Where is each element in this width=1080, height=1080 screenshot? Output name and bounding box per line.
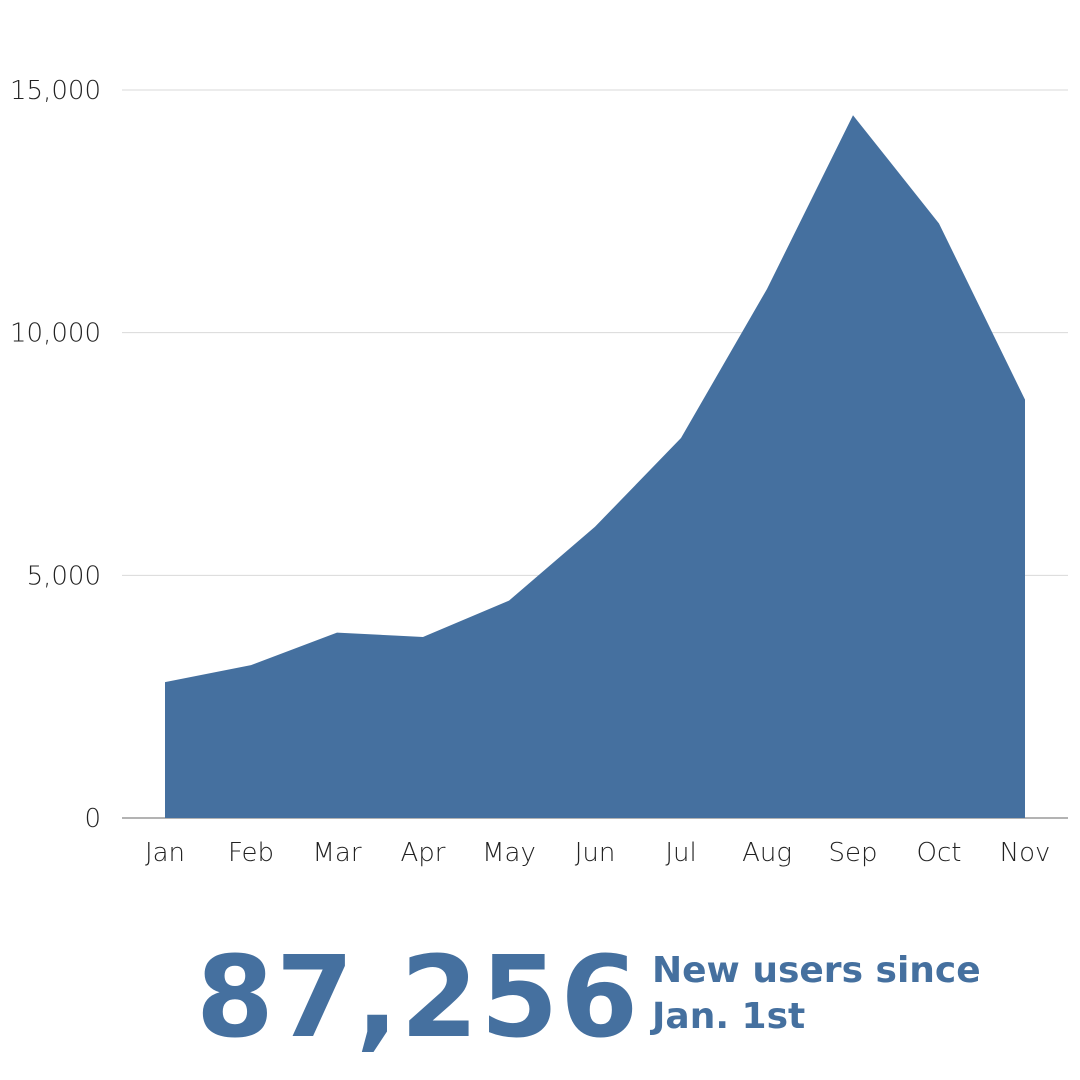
area-chart: 0 5,000 10,000 15,000 Jan Feb Mar Apr May Jun Jul… (10, 76, 1068, 868)
stat-caption-line-1: New users since (652, 950, 981, 991)
x-tick-label: Nov (1000, 838, 1051, 868)
x-tick-label: May (482, 838, 536, 868)
x-tick-label: Aug (742, 838, 792, 868)
stat-block: 87,256 New users since Jan. 1st (0, 920, 1080, 1060)
y-tick-label: 10,000 (10, 319, 101, 349)
y-axis-ticks: 0 5,000 10,000 15,000 (10, 76, 101, 834)
area-series (164, 115, 1026, 819)
stat-caption: New users since Jan. 1st (652, 948, 1012, 1040)
area-fill (165, 115, 1025, 819)
x-tick-label: Sep (828, 838, 877, 868)
y-tick-label: 15,000 (10, 76, 101, 106)
x-tick-label: Oct (917, 838, 962, 868)
x-axis-ticks: Jan Feb Mar Apr May Jun Jul Aug Sep Oct Nov (145, 838, 1050, 868)
stat-value: 87,256 (196, 933, 641, 1063)
x-tick-label: Feb (228, 838, 274, 868)
x-tick-label: Apr (401, 838, 446, 868)
y-tick-label: 0 (84, 804, 101, 834)
x-tick-label: Jan (145, 838, 185, 868)
y-tick-label: 5,000 (27, 561, 101, 591)
x-tick-label: Jul (665, 838, 696, 868)
x-tick-label: Mar (312, 838, 361, 868)
x-tick-label: Jun (575, 838, 616, 868)
stat-caption-line-2: Jan. 1st (652, 996, 806, 1037)
